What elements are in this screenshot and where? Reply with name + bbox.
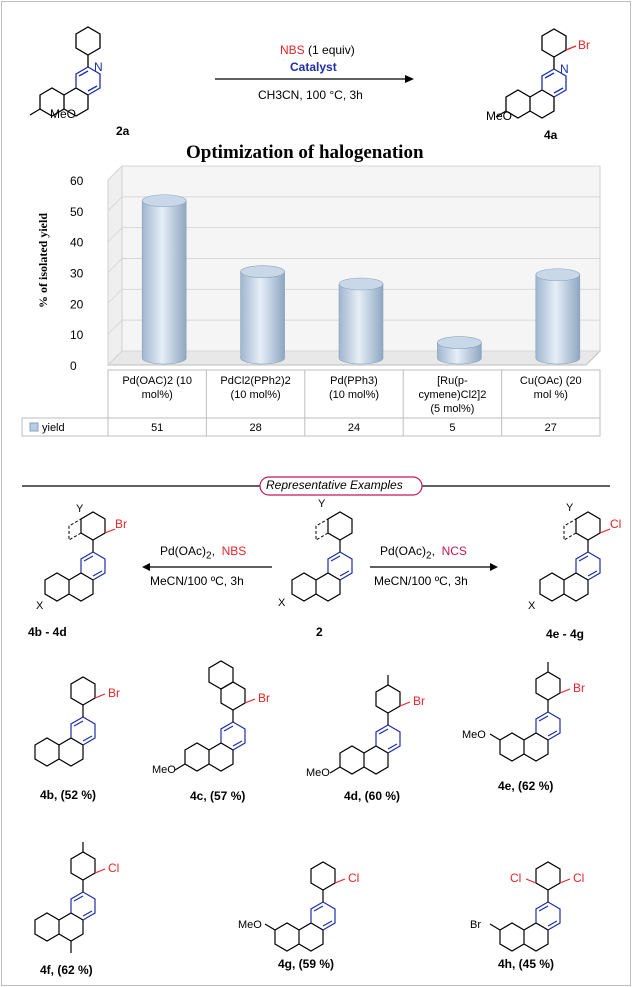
br-4c: Br [258,691,270,705]
gridline [107,227,600,243]
y-tick-label: 40 [70,236,84,250]
bar-top-4 [437,336,482,349]
meo-4c: MeO [152,764,176,776]
cl-label-generic: Cl [610,517,622,531]
x-category-label: mol%) [142,389,173,401]
example-label-4b: 4b, (52 %) [40,788,97,802]
x-category-label: mol %) [534,389,568,401]
label-4e-4g: 4e - 4g [546,627,585,641]
example-label-4e: 4e, (62 %) [498,779,554,793]
cl-4f: Cl [108,861,120,875]
left-conditions: MeCN/100 ºC, 3h [150,574,244,588]
top-scheme-structures [29,26,577,119]
x-category-label: [Ru(p- [437,375,468,387]
conditions-label: CH3CN, 100 °C, 3h [258,88,363,102]
catalyst-label: Catalyst [290,60,337,74]
x-category-label: (10 mol%) [231,389,281,401]
label-4b-4d: 4b - 4d [28,625,67,639]
br-4d: Br [413,694,425,708]
example-label-4g: 4g, (59 %) [278,957,335,971]
right-reagent: Pd(OAc)2, NCS [380,544,467,562]
br-4b: Br [108,686,120,700]
x-category-label: (5 mol%) [430,403,474,415]
molecule-2a [29,26,101,117]
br-4h-core: Br [470,919,481,931]
meo-4e: MeO [462,729,486,741]
label-2: 2 [316,625,323,639]
right-conditions: MeCN/100 ºC, 3h [374,574,468,588]
meo-label-4a: MeO [486,109,513,123]
molecule-4a [495,28,577,119]
data-value-label: 27 [545,422,557,434]
cl-4h-left: Cl [510,871,522,885]
br-label-4a: Br [578,38,590,52]
y-tick-label: 20 [70,297,84,311]
gridline [107,258,600,273]
chart-plot: 0 10 20 30 40 50 60 Pd(OAC)2 (10 mol%) 51 PdCl2(PP… [21,164,602,437]
x-category-label: (10 mol%) [329,389,379,401]
n-label-2a: N [94,60,103,74]
example-label-4f: 4f, (62 %) [40,963,93,977]
bar-2 [240,271,285,365]
bar-5 [535,274,581,365]
y-tick-label: 30 [70,267,84,281]
legend-swatch [29,422,39,432]
data-value-label: 28 [249,422,261,434]
y-label-left: Y [76,503,84,515]
chart-title: Optimization of halogenation [186,142,424,163]
example-label-4c: 4c, (57 %) [190,789,246,803]
label-2a: 2a [116,124,130,138]
example-label-4d: 4d, (60 %) [344,789,401,803]
y-tick-label: 10 [70,328,84,342]
x-category-label: Pd(OAC)2 (10 [122,375,192,387]
data-value-label: 5 [449,422,455,434]
n-label-4a: N [560,62,569,76]
cl-4g: Cl [348,871,360,885]
meo-4d: MeO [306,767,330,779]
x-label-left: X [36,600,44,612]
gridline [107,165,600,181]
data-value-label: 24 [348,422,360,434]
gridline [107,319,600,335]
y-label-right: Y [566,502,574,514]
meo-4g: MeO [238,919,262,931]
data-value-label: 51 [151,422,163,434]
x-category-label: Pd(PPh3) [330,375,378,387]
br-4e: Br [573,681,585,695]
x-category-label: cymene)Cl2]2 [418,389,486,401]
reagent-nbs: NBS (1 equiv) [280,43,355,57]
bar-3 [338,283,384,365]
gridline [107,196,600,212]
bar-top-2 [240,265,285,278]
x-label-right: X [528,600,536,612]
label-4a: 4a [544,128,558,142]
y-tick-label: 0 [70,359,77,373]
bar-top-1 [141,194,187,208]
bar-top-5 [535,268,581,282]
legend-label: yield [42,422,65,434]
br-label-generic: Br [115,517,127,531]
x-category-label: Cu(OAc) (20 [520,375,582,387]
y-tick-label: 50 [70,205,84,219]
cl-4h-right: Cl [573,871,585,885]
gridline [107,288,600,304]
bar-1 [141,200,187,365]
x-label-center: X [278,597,286,609]
meo-label-2a: MeO [50,107,77,121]
left-reagent: Pd(OAc)2, NBS [160,544,247,562]
y-tick-label: 60 [70,174,84,188]
y-label-center: Y [318,498,326,510]
example-label-4h: 4h, (45 %) [498,957,555,971]
x-category-label: PdCl2(PPh2)2 [220,375,290,387]
representative-banner: Representative Examples [266,478,403,492]
bar-top-3 [338,277,384,291]
table-value-row [21,417,601,437]
